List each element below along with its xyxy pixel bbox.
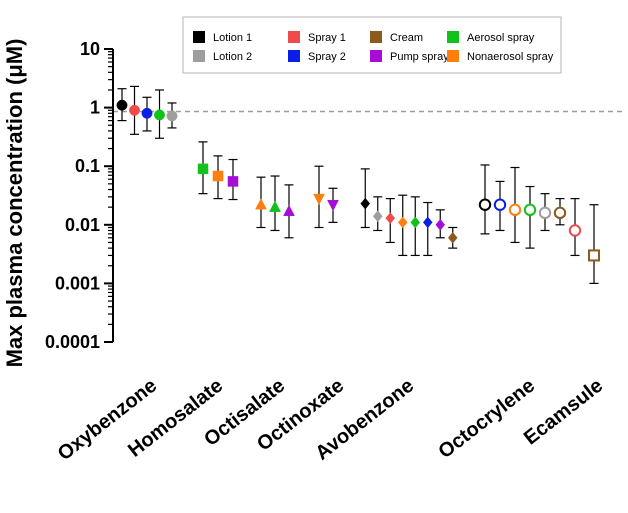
data-point — [372, 196, 383, 232]
data-point — [553, 197, 567, 226]
data-point — [116, 88, 128, 122]
category-label: Octocrylene — [434, 375, 539, 464]
y-axis: 10 1 0.1 0.01 0.001 0.0001 — [45, 39, 114, 352]
data-point — [166, 102, 178, 129]
marker-circle — [568, 224, 582, 237]
marker-circle — [523, 203, 537, 217]
data-point — [154, 89, 165, 139]
marker-square — [588, 249, 600, 262]
marker-square — [197, 163, 209, 175]
marker-diamond — [447, 231, 458, 244]
data-point — [283, 184, 295, 239]
legend-swatch — [447, 50, 459, 62]
data-point — [385, 197, 396, 244]
data-point — [447, 226, 458, 249]
legend-swatch — [447, 31, 459, 43]
marker-square — [227, 176, 239, 187]
marker-diamond — [410, 216, 421, 229]
legend-label: Spray 2 — [308, 51, 346, 63]
marker-diamond — [360, 197, 371, 210]
marker-triangle — [283, 204, 295, 217]
marker-diamond — [422, 216, 433, 229]
y-tick-label: 0.0001 — [45, 332, 100, 352]
legend-swatch — [193, 31, 205, 43]
data-point — [508, 166, 522, 244]
legend-label: Pump spray — [390, 51, 449, 63]
marker-square — [212, 170, 224, 182]
data-point — [129, 85, 140, 135]
marker-triangle-down — [313, 193, 325, 206]
marker-circle — [154, 109, 165, 121]
data-point — [422, 201, 433, 257]
legend-label: Lotion 2 — [213, 51, 252, 63]
data-point — [435, 209, 446, 239]
legend-swatch — [288, 31, 300, 43]
data-point — [269, 175, 281, 232]
data-point — [523, 185, 537, 249]
data-point — [397, 194, 408, 257]
data-points — [116, 85, 600, 284]
y-tick-label: 0.001 — [55, 273, 100, 293]
marker-diamond — [435, 218, 446, 231]
y-tick-label: 0.1 — [75, 156, 100, 176]
data-point — [255, 176, 267, 229]
category-labels: OxybenzoneHomosalateOctisalateOctinoxate… — [54, 375, 607, 466]
legend-label: Lotion 1 — [213, 32, 252, 44]
legend-swatch — [193, 50, 205, 62]
data-point — [568, 197, 582, 257]
data-point — [493, 180, 507, 232]
marker-circle — [166, 110, 178, 122]
legend-label: Spray 1 — [308, 32, 346, 44]
data-point — [588, 204, 600, 284]
marker-circle — [553, 206, 567, 220]
data-point — [313, 165, 325, 229]
y-axis-title: Max plasma concentration (μM) — [2, 39, 27, 368]
marker-diamond — [372, 210, 383, 223]
marker-triangle — [255, 198, 267, 210]
marker-circle — [478, 198, 492, 211]
data-point — [141, 96, 153, 132]
marker-circle — [538, 206, 552, 220]
data-point — [197, 141, 209, 195]
legend-label: Aerosol spray — [467, 32, 535, 44]
legend-swatch — [288, 50, 300, 62]
legend-box — [182, 16, 562, 74]
legend-label: Nonaerosol spray — [467, 51, 554, 63]
legend-swatch — [370, 50, 382, 62]
data-point — [360, 168, 371, 229]
legend-label: Cream — [390, 32, 423, 44]
marker-circle — [493, 198, 507, 211]
legend: Lotion 1 Lotion 2 Spray 1 Spray 2 Cream Pump … — [182, 16, 562, 74]
data-point — [227, 158, 239, 201]
data-point — [410, 196, 421, 257]
marker-circle — [141, 107, 153, 119]
legend-swatch — [370, 31, 382, 43]
marker-diamond — [397, 216, 408, 229]
marker-triangle-down — [327, 199, 339, 212]
y-tick-label: 10 — [80, 39, 100, 59]
marker-triangle — [269, 200, 281, 212]
data-point — [538, 193, 552, 232]
marker-circle — [116, 99, 128, 111]
data-point — [478, 164, 492, 235]
y-tick-label: 1 — [90, 98, 100, 118]
marker-circle — [508, 203, 522, 217]
data-point — [212, 155, 224, 200]
y-tick-label: 0.01 — [65, 215, 100, 235]
marker-diamond — [385, 212, 396, 225]
data-point — [327, 187, 339, 223]
marker-circle — [129, 104, 140, 116]
